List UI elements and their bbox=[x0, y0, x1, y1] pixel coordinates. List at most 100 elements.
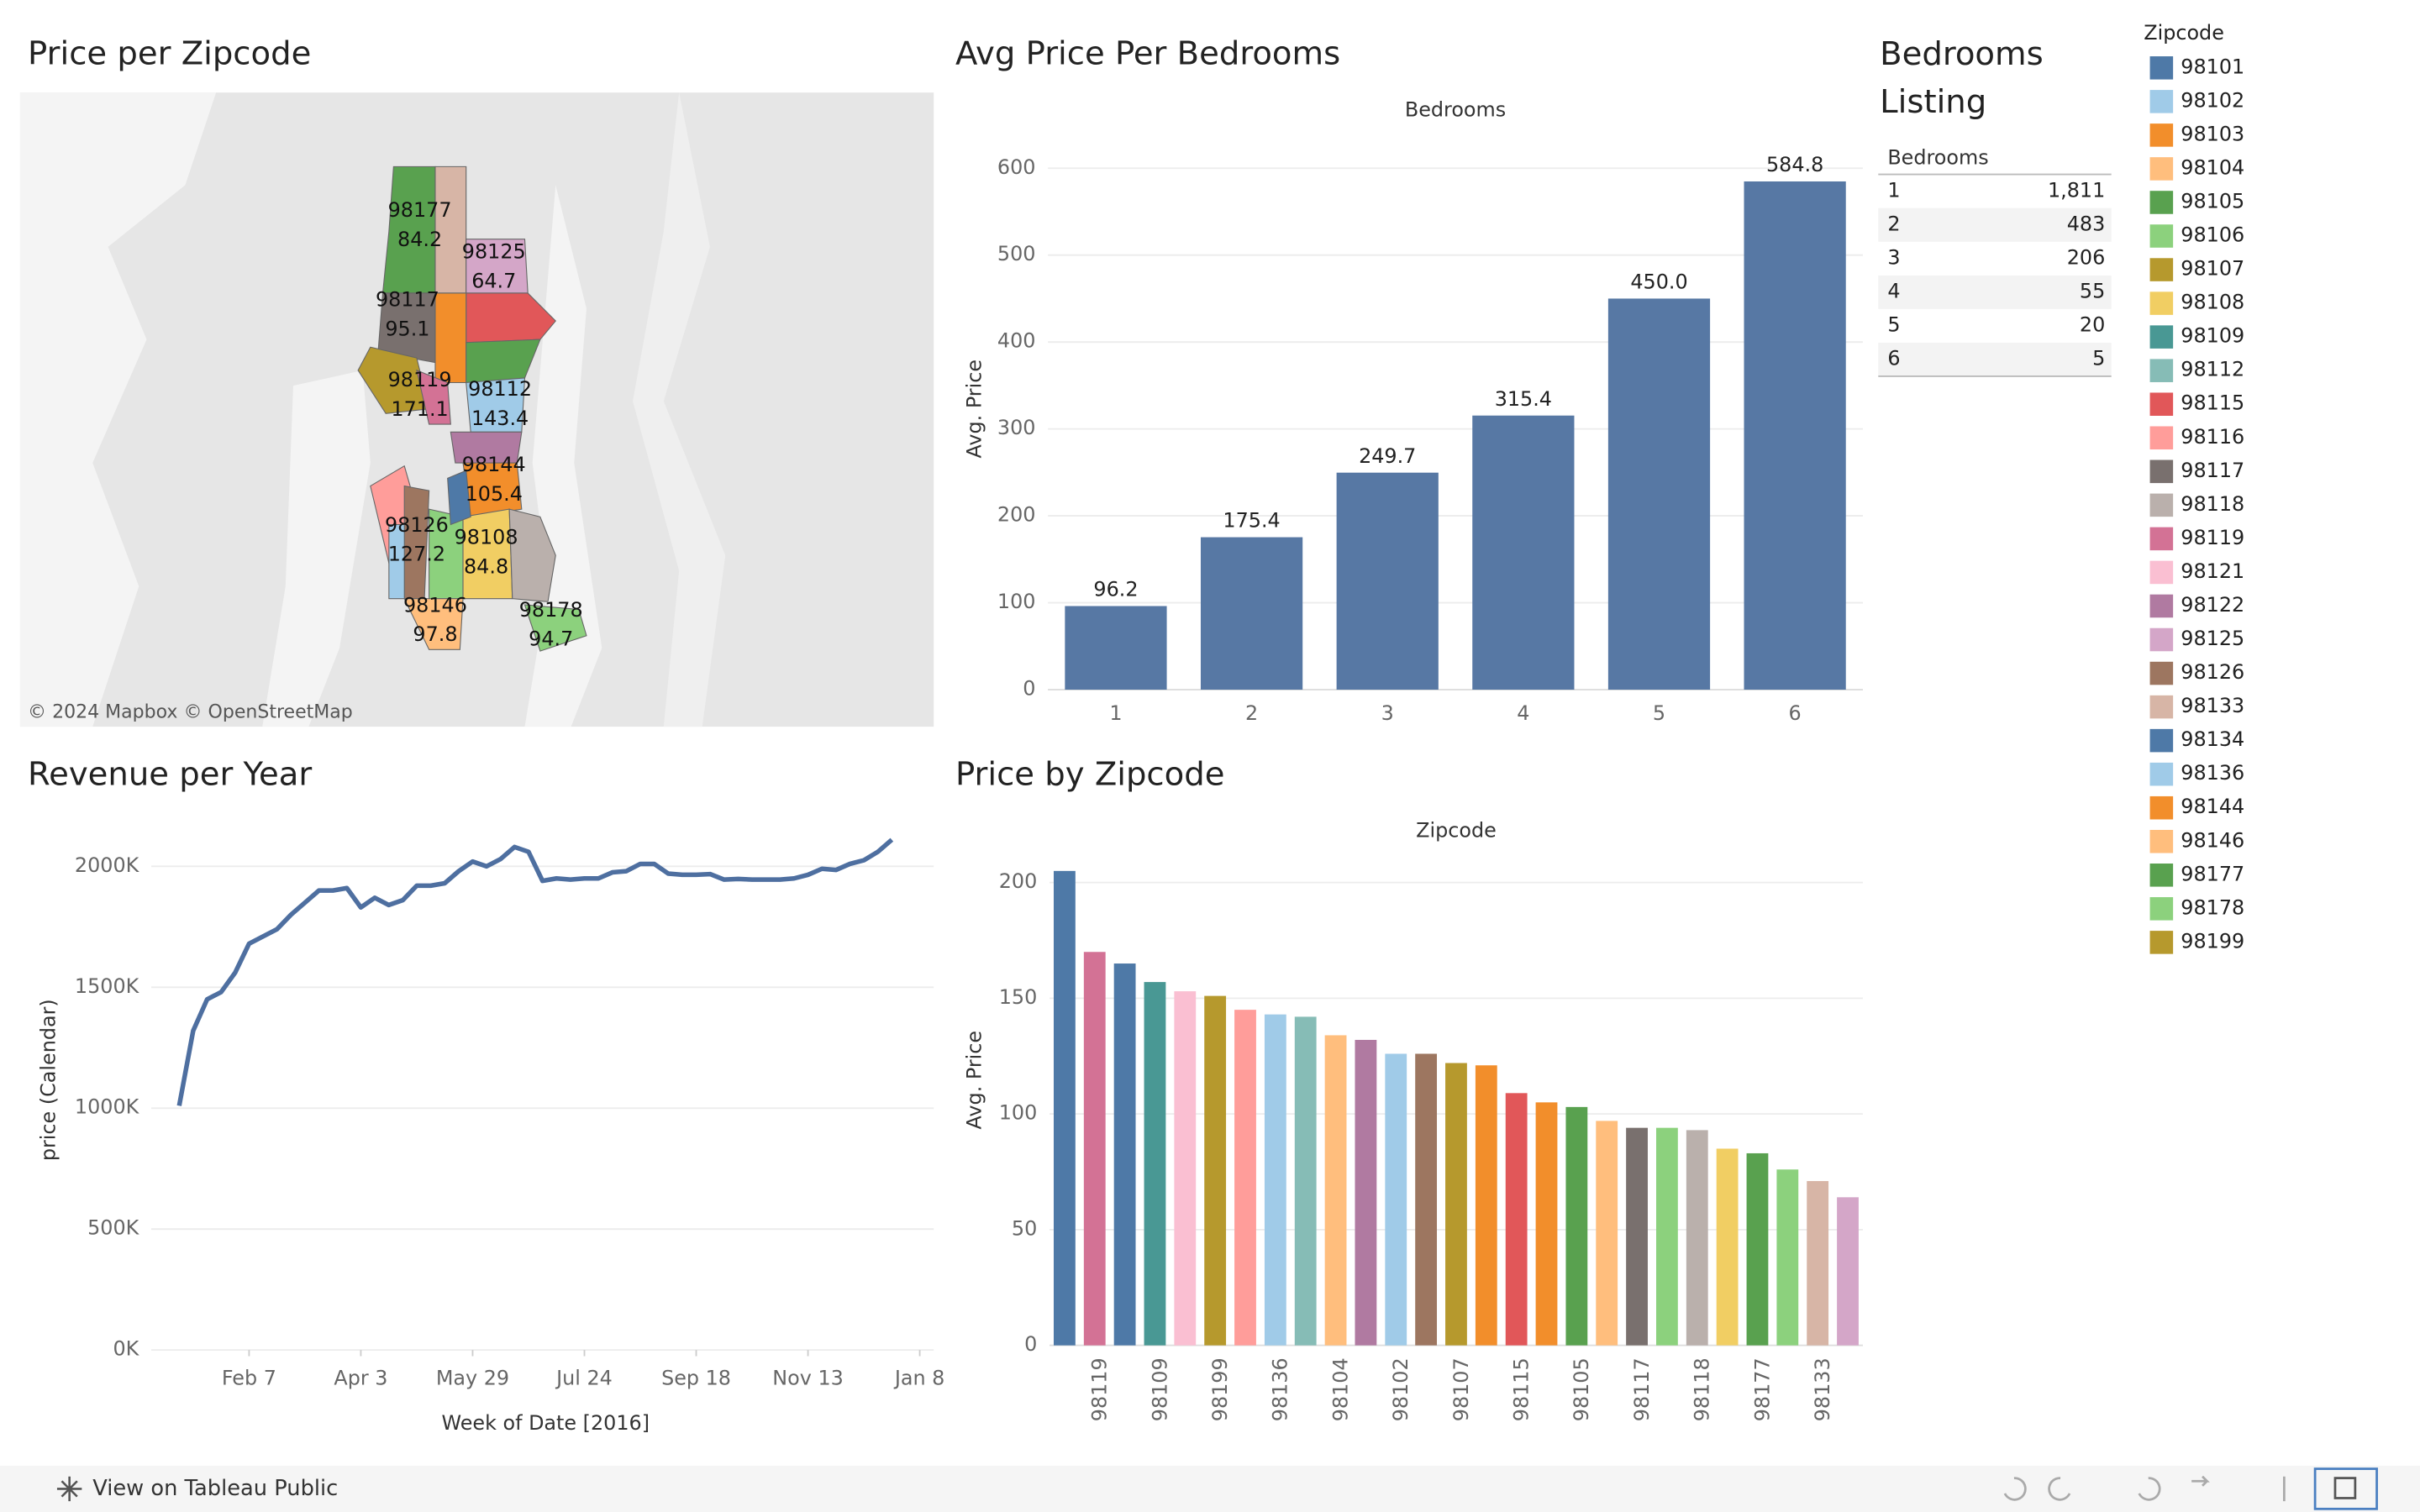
legend-swatch bbox=[2149, 459, 2174, 484]
map-zipcode-label: 98112 bbox=[468, 377, 532, 401]
table-cell: 1,811 bbox=[2048, 178, 2105, 202]
chart-title: Price by Zipcode bbox=[955, 755, 1225, 793]
bar bbox=[1415, 1053, 1438, 1346]
y-tick-label: 100 bbox=[999, 1101, 1038, 1125]
bar bbox=[1264, 1014, 1286, 1346]
toolbar-icons bbox=[2003, 1467, 2378, 1510]
map-value-label: 84.2 bbox=[397, 228, 442, 251]
map-title: Price per Zipcode bbox=[28, 35, 311, 73]
x-tick-label: 98105 bbox=[1570, 1357, 1593, 1421]
y-tick-label: 500K bbox=[87, 1216, 140, 1240]
map-value-label: 127.2 bbox=[388, 543, 445, 566]
table-row-band bbox=[1878, 342, 2112, 376]
bar bbox=[1607, 298, 1711, 690]
bar bbox=[1472, 415, 1575, 690]
y-tick-label: 200 bbox=[997, 503, 1036, 527]
x-tick-label: 98133 bbox=[1811, 1357, 1834, 1421]
legend-label: 98178 bbox=[2181, 895, 2244, 919]
bar-value-label: 96.2 bbox=[1093, 578, 1138, 601]
y-tick-label: 1000K bbox=[75, 1095, 140, 1119]
legend-label: 98108 bbox=[2181, 291, 2244, 314]
x-tick-label: Apr 3 bbox=[334, 1367, 387, 1390]
table-title: Bedrooms Listing bbox=[1880, 35, 2044, 121]
legend-swatch bbox=[2149, 695, 2174, 719]
bar-value-label: 584.8 bbox=[1766, 153, 1823, 176]
legend-swatch bbox=[2149, 594, 2174, 618]
legend-label: 98119 bbox=[2181, 526, 2244, 549]
map-zipcode-label: 98177 bbox=[388, 198, 452, 222]
bar-value-label: 450.0 bbox=[1630, 270, 1687, 294]
y-tick-label: 600 bbox=[997, 155, 1036, 179]
table-cell: 6 bbox=[1887, 346, 1900, 370]
y-tick-label: 150 bbox=[999, 985, 1038, 1009]
bar bbox=[1475, 1065, 1497, 1346]
map-zipcode-label: 98146 bbox=[403, 593, 467, 617]
table-row-band bbox=[1878, 207, 2112, 242]
legend-swatch bbox=[2149, 157, 2174, 181]
table-cell: 1 bbox=[1887, 178, 1900, 202]
table-header: Bedrooms bbox=[1887, 146, 1988, 170]
legend-label: 98102 bbox=[2181, 88, 2244, 112]
x-tick-label: 98109 bbox=[1148, 1357, 1171, 1421]
bar bbox=[1385, 1053, 1407, 1346]
legend-label: 98104 bbox=[2181, 155, 2244, 179]
map-value-label: 95.1 bbox=[385, 318, 429, 341]
map-water bbox=[19, 92, 726, 727]
bar bbox=[1565, 1106, 1588, 1346]
map-zipcode-label: 98144 bbox=[462, 453, 526, 476]
bar bbox=[1656, 1127, 1678, 1346]
y-axis-label: Avg. Price bbox=[962, 360, 986, 459]
map-zipcode-label: 98108 bbox=[455, 526, 518, 549]
legend-label: 98146 bbox=[2181, 828, 2244, 852]
legend-label: 98107 bbox=[2181, 257, 2244, 281]
legend-swatch bbox=[2149, 258, 2174, 281]
table-row-band bbox=[1878, 275, 2112, 309]
legend-swatch bbox=[2149, 728, 2174, 753]
bar-value-label: 315.4 bbox=[1495, 387, 1552, 411]
map-attribution: © 2024 Mapbox © OpenStreetMap bbox=[28, 702, 353, 723]
bar bbox=[1336, 472, 1439, 690]
legend-swatch bbox=[2149, 762, 2174, 786]
x-tick-label: 98102 bbox=[1389, 1357, 1413, 1421]
legend-swatch bbox=[2149, 795, 2174, 820]
legend-label: 98122 bbox=[2181, 593, 2244, 617]
map-regions bbox=[357, 165, 587, 652]
bar bbox=[1324, 1035, 1347, 1346]
legend-swatch bbox=[2149, 191, 2174, 214]
bar-value-label: 175.4 bbox=[1223, 509, 1280, 533]
legend-swatch bbox=[2149, 291, 2174, 315]
bar-value-label: 249.7 bbox=[1359, 444, 1416, 468]
y-tick-label: 200 bbox=[999, 869, 1038, 893]
view-on-tableau-link[interactable]: View on Tableau Public bbox=[92, 1476, 338, 1501]
bar bbox=[1686, 1130, 1708, 1346]
x-tick-label: 98117 bbox=[1630, 1357, 1654, 1421]
y-tick-label: 0 bbox=[1023, 677, 1035, 701]
x-tick-label: 98119 bbox=[1088, 1357, 1112, 1421]
bar bbox=[1174, 991, 1197, 1346]
legend-swatch bbox=[2149, 864, 2174, 887]
y-axis-label: Avg. Price bbox=[962, 1031, 986, 1130]
x-tick-label: 98136 bbox=[1269, 1357, 1292, 1421]
x-tick-label: Sep 18 bbox=[661, 1367, 731, 1390]
table-cell: 20 bbox=[2080, 312, 2105, 336]
bar bbox=[1065, 606, 1167, 690]
map-zipcode-label: 98117 bbox=[376, 288, 439, 312]
table-cell: 3 bbox=[1887, 245, 1900, 269]
y-tick-label: 1500K bbox=[75, 974, 140, 998]
legend-label: 98116 bbox=[2181, 425, 2244, 449]
legend-label: 98106 bbox=[2181, 223, 2244, 247]
legend-swatch bbox=[2149, 392, 2174, 416]
legend-swatch bbox=[2149, 123, 2174, 147]
legend-swatch bbox=[2149, 359, 2174, 382]
y-tick-label: 500 bbox=[997, 242, 1036, 265]
line-series bbox=[176, 837, 894, 1106]
bar bbox=[1596, 1121, 1618, 1346]
map-zipcode-label: 98126 bbox=[385, 513, 449, 537]
chart-header: Bedrooms bbox=[1405, 98, 1506, 122]
legend-label: 98103 bbox=[2181, 122, 2244, 145]
table-cell: 5 bbox=[1887, 312, 1900, 336]
y-tick-label: 2000K bbox=[75, 853, 140, 877]
bar bbox=[1294, 1016, 1317, 1346]
tableau-icon bbox=[56, 1476, 82, 1502]
